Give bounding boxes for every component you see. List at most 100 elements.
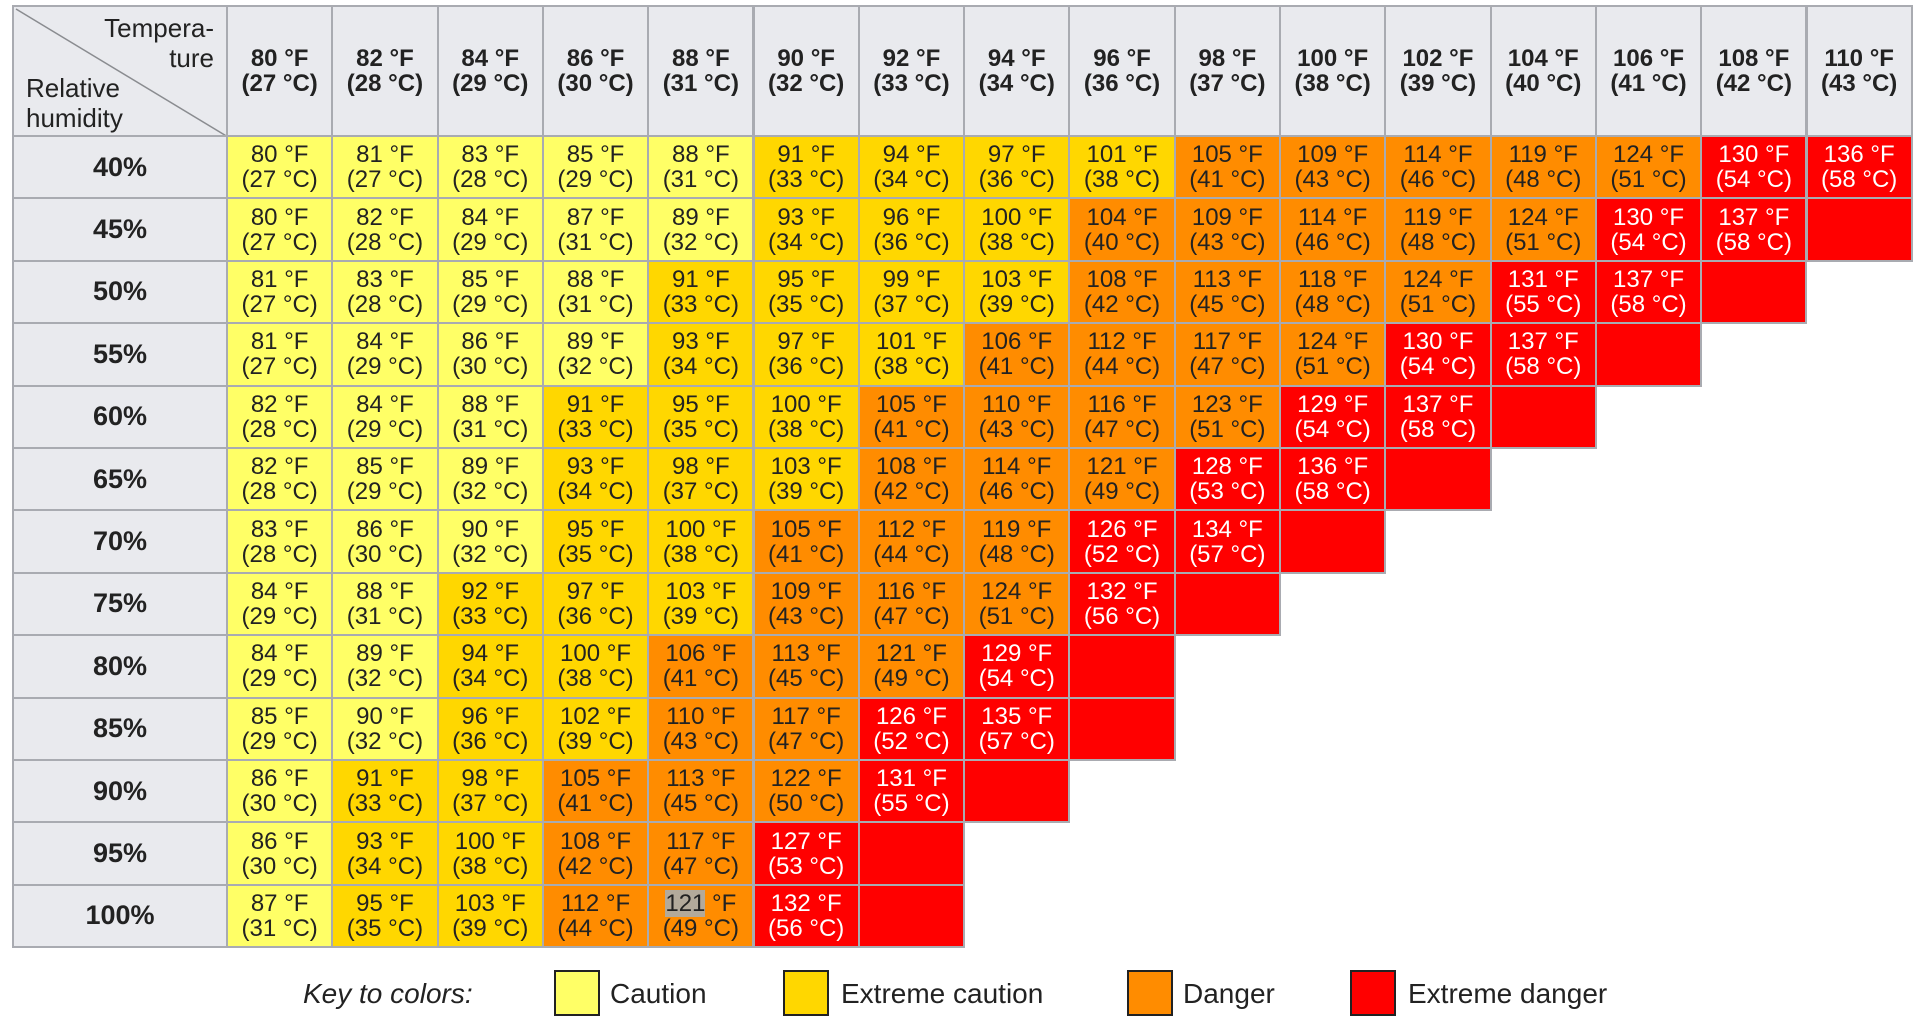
table-cell: 99 °F (37 °C) [857,259,966,325]
table-cell: 113 °F (45 °C) [1173,259,1281,325]
cell-celsius: (46 °C) [1294,228,1371,256]
table-cell: 121 °F (49 °C) [857,634,966,699]
cell-celsius: (29 °C) [452,290,529,318]
humidity-axis-label: Relative humidity [26,73,123,133]
cell-celsius: (31 °C) [557,290,634,318]
table-cell: 91 °F (33 °C) [331,759,439,824]
cell-fahrenheit: 114 °F [1298,203,1368,231]
table-cell: 98 °F (37 °C) [647,447,755,512]
table-cell: 90 °F (32 °C) [436,509,544,574]
cell-celsius: (32 °C) [346,665,424,693]
column-header-celsius: (32 °C) [768,70,845,97]
cell-fahrenheit: 87 °F [250,889,309,917]
legend-key-label: Key to colors: [303,978,473,1009]
table-cell: 118 °F (48 °C) [1279,259,1387,325]
color-legend: Key to colors: Caution Extreme caution Dan… [0,970,1920,1016]
cell-fahrenheit: 106 °F [665,640,737,668]
cell-celsius: (44 °C) [1083,353,1161,381]
table-cell: 114 °F (46 °C) [1279,197,1387,262]
table-cell: 82 °F (28 °C) [331,197,439,262]
cell-fahrenheit: 98 °F [461,765,520,793]
cell-fahrenheit: 129 °F [1297,390,1369,418]
cell-celsius: (47 °C) [768,727,845,755]
cell-celsius: (51 °C) [978,602,1055,630]
cell-fahrenheit: 95 °F [566,515,625,543]
table-cell: 83 °F (28 °C) [226,509,334,574]
table-cell: 94 °F (34 °C) [436,634,544,699]
column-header-celsius: (28 °C) [346,70,424,97]
table-cell: 88 °F (31 °C) [647,135,755,200]
table-cell-empty [857,883,966,949]
table-cell: 122 °F (50 °C) [752,759,860,824]
legend-swatch [783,970,829,1016]
cell-celsius: (41 °C) [662,665,739,693]
table-cell: 89 °F (32 °C) [647,197,755,262]
cell-fahrenheit: 100 °F [665,515,737,543]
table-cell: 90 °F (32 °C) [331,696,439,761]
cell-celsius: (55 °C) [873,790,950,818]
cell-celsius: (43 °C) [978,415,1055,443]
cell-celsius: (28 °C) [346,290,424,318]
cell-fahrenheit: 105 °F [770,515,842,543]
cell-fahrenheit: 85 °F [250,702,309,730]
table-cell: 85 °F (29 °C) [226,696,334,761]
table-cell-empty [1068,634,1176,699]
column-header: 90 °F (32 °C) [752,5,860,137]
cell-celsius: (39 °C) [768,478,845,506]
column-header: 100 °F (38 °C) [1279,5,1387,137]
cell-celsius: (45 °C) [768,665,845,693]
table-cell: 96 °F (36 °C) [857,197,966,262]
row-header: 65% [12,447,228,512]
column-header-fahrenheit: 86 °F [566,45,625,72]
table-cell: 112 °F (44 °C) [541,883,650,949]
temperature-label-line: Tempera- [104,13,214,43]
cell-fahrenheit: 137 °F [1507,328,1579,356]
table-cell: 136 °F (58 °C) [1279,447,1387,512]
cell-celsius: (27 °C) [241,228,318,256]
table-cell: 97 °F (36 °C) [963,135,1071,200]
table-cell: 110 °F (43 °C) [963,384,1071,449]
cell-fahrenheit: 108 °F [560,827,632,855]
table-cell: 137 °F (58 °C) [1489,322,1597,387]
cell-fahrenheit: 131 °F [875,765,947,793]
cell-fahrenheit: 109 °F [1191,203,1263,231]
cell-celsius: (51 °C) [1294,353,1371,381]
cell-fahrenheit: 86 °F [250,827,309,855]
cell-fahrenheit: 137 °F [1402,390,1474,418]
column-header-fahrenheit: 106 °F [1613,45,1685,72]
table-cell: 127 °F (53 °C) [752,821,860,886]
cell-fahrenheit: 103 °F [981,265,1053,293]
column-header: 84 °F (29 °C) [436,5,544,137]
table-cell: 84 °F (29 °C) [331,322,439,387]
table-cell: 88 °F (31 °C) [436,384,544,449]
cell-fahrenheit: 105 °F [1191,141,1263,169]
cell-celsius: (32 °C) [557,353,634,381]
row-header-label: 75% [92,588,148,619]
table-cell: 134 °F (57 °C) [1173,509,1281,574]
cell-fahrenheit: 105 °F [560,765,632,793]
cell-fahrenheit: 84 °F [461,203,520,231]
cell-celsius: (37 °C) [452,790,529,818]
table-cell: 94 °F (34 °C) [857,135,966,200]
cell-fahrenheit: 134 °F [1191,515,1263,543]
cell-fahrenheit: 93 °F [777,203,835,231]
table-cell: 82 °F (28 °C) [226,447,334,512]
table-cell: 91 °F (33 °C) [752,135,860,200]
table-cell: 93 °F (34 °C) [647,322,755,387]
cell-fahrenheit: 121 °F [1086,453,1158,481]
cell-celsius: (56 °C) [1083,602,1161,630]
cell-celsius: (32 °C) [452,478,529,506]
table-cell: 106 °F (41 °C) [963,322,1071,387]
table-cell: 95 °F (35 °C) [331,883,439,949]
table-cell: 103 °F (39 °C) [436,883,544,949]
table-cell: 84 °F (29 °C) [436,197,544,262]
row-header-label: 60% [92,401,148,432]
cell-fahrenheit: 110 °F [982,390,1052,418]
table-cell: 100 °F (38 °C) [647,509,755,574]
column-header: 106 °F (41 °C) [1594,5,1703,137]
cell-celsius: (35 °C) [557,540,634,568]
table-cell: 82 °F (28 °C) [226,384,334,449]
row-header: 80% [12,634,228,699]
cell-celsius: (58 °C) [1821,166,1898,194]
table-cell: 92 °F (33 °C) [436,571,544,637]
